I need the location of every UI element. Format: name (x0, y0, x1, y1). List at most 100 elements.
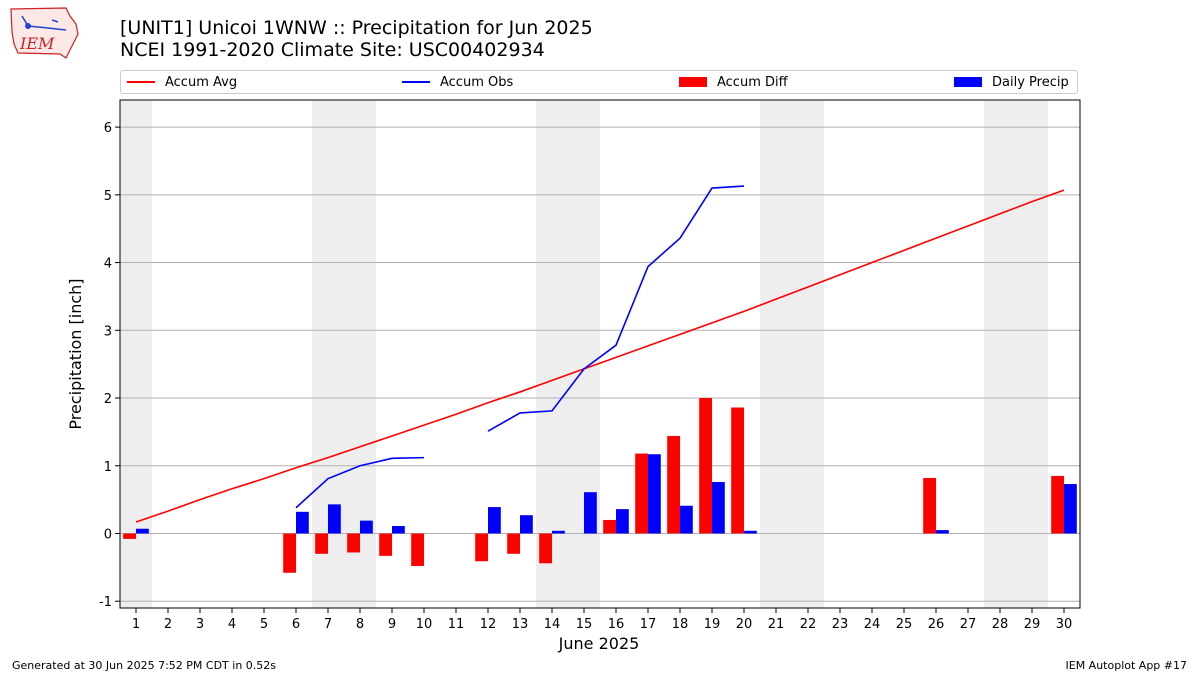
iem-logo-text: IEM (19, 34, 55, 53)
bar-daily-precip (136, 528, 149, 534)
series-lines (135, 185, 1065, 523)
bar-accum-diff (315, 533, 328, 554)
y-tick-label: -1 (99, 595, 112, 610)
bar-daily-precip (328, 504, 341, 534)
y-tick-label: 3 (104, 324, 112, 339)
x-tick-label: 30 (1056, 617, 1073, 632)
iem-logo: IEM (10, 7, 79, 59)
legend-label: Accum Avg (165, 75, 238, 90)
y-tick-label: 1 (104, 460, 112, 475)
bar-accum-diff (475, 533, 488, 562)
legend-item-accum-diff: Accum Diff (679, 74, 788, 92)
bar-accum-diff (603, 519, 616, 534)
bar-daily-precip (1064, 484, 1077, 534)
bar-daily-precip (648, 454, 661, 534)
legend-item-daily-precip: Daily Precip (954, 74, 1069, 92)
legend: Accum Avg Accum Obs Accum Diff Daily Pre… (120, 70, 1078, 94)
y-tick-label: 6 (104, 121, 112, 136)
bar-accum-diff (539, 533, 552, 564)
bar-accum-diff (699, 398, 712, 534)
bar-daily-precip (520, 515, 533, 534)
x-tick-label: 1 (132, 617, 140, 632)
bar-accum-diff (507, 533, 520, 554)
x-tick-label: 23 (832, 617, 849, 632)
bar-daily-precip (744, 530, 757, 534)
x-tick-label: 8 (356, 617, 364, 632)
bar-daily-precip (360, 520, 373, 534)
footer-app-id: IEM Autoplot App #17 (1065, 659, 1188, 672)
x-tick-label: 20 (736, 617, 753, 632)
x-tick-label: 9 (388, 617, 396, 632)
x-tick-label: 26 (928, 617, 945, 632)
x-tick-label: 7 (324, 617, 332, 632)
weekend-shade (120, 100, 152, 608)
bar-accum-diff (635, 453, 648, 534)
bar-daily-precip (584, 492, 597, 534)
y-axis-label: Precipitation [inch] (66, 278, 85, 429)
x-tick-label: 6 (292, 617, 300, 632)
chart-subtitle: NCEI 1991-2020 Climate Site: USC00402934 (120, 39, 545, 61)
legend-swatch-accum-avg (127, 80, 155, 83)
x-tick-label: 14 (544, 617, 561, 632)
weekend-shade (760, 100, 824, 608)
x-tick-label: 5 (260, 617, 268, 632)
x-tick-label: 15 (576, 617, 593, 632)
iowa-outline-icon (10, 7, 79, 59)
y-tick-label: 4 (104, 257, 112, 272)
x-tick-label: 22 (800, 617, 817, 632)
x-tick-label: 18 (672, 617, 689, 632)
bar-daily-precip (616, 509, 629, 534)
bars (123, 398, 1077, 573)
bar-daily-precip (680, 505, 693, 534)
x-tick-label: 4 (228, 617, 236, 632)
legend-swatch-daily-precip (954, 76, 982, 87)
x-tick-label: 24 (864, 617, 881, 632)
bar-accum-diff (923, 477, 936, 534)
chart-title: [UNIT1] Unicoi 1WNW :: Precipitation for… (120, 17, 593, 39)
x-tick-label: 10 (416, 617, 433, 632)
bar-daily-precip (712, 482, 725, 534)
x-tick-label: 25 (896, 617, 913, 632)
x-tick-label: 19 (704, 617, 721, 632)
legend-swatch-accum-obs (402, 80, 430, 83)
x-tick-label: 11 (448, 617, 465, 632)
legend-item-accum-obs: Accum Obs (402, 74, 513, 92)
x-tick-label: 27 (960, 617, 977, 632)
bar-accum-diff (731, 407, 744, 534)
x-tick-label: 17 (640, 617, 657, 632)
weekend-shade (984, 100, 1048, 608)
x-tick-label: 3 (196, 617, 204, 632)
legend-label: Daily Precip (992, 75, 1069, 90)
x-tick-label: 29 (1024, 617, 1041, 632)
legend-item-accum-avg: Accum Avg (127, 74, 237, 92)
bar-accum-diff (123, 533, 136, 539)
footer-generated: Generated at 30 Jun 2025 7:52 PM CDT in … (12, 659, 277, 672)
bar-accum-diff (283, 533, 296, 573)
y-tick-label: 2 (104, 392, 112, 407)
bar-accum-diff (1051, 475, 1064, 534)
line-accum-avg (135, 189, 1065, 523)
bar-daily-precip (296, 511, 309, 534)
x-tick-label: 21 (768, 617, 785, 632)
legend-label: Accum Obs (440, 75, 514, 90)
bar-accum-diff (667, 435, 680, 534)
x-tick-label: 2 (164, 617, 172, 632)
legend-label: Accum Diff (717, 75, 788, 90)
x-tick-label: 12 (480, 617, 497, 632)
x-tick-label: 13 (512, 617, 529, 632)
y-tick-label: 5 (104, 189, 112, 204)
gridlines (120, 126, 1080, 602)
bar-accum-diff (411, 533, 424, 567)
line-accum-obs (295, 456, 425, 509)
plot-frame (119, 99, 1081, 609)
bar-daily-precip (936, 530, 949, 534)
bar-daily-precip (552, 530, 565, 534)
x-tick-label: 28 (992, 617, 1009, 632)
y-tick-label: 0 (104, 527, 112, 542)
bar-daily-precip (392, 526, 405, 534)
x-tick-label: 16 (608, 617, 625, 632)
line-accum-obs (487, 185, 745, 432)
legend-swatch-accum-diff (679, 76, 707, 87)
bar-accum-diff (379, 533, 392, 556)
